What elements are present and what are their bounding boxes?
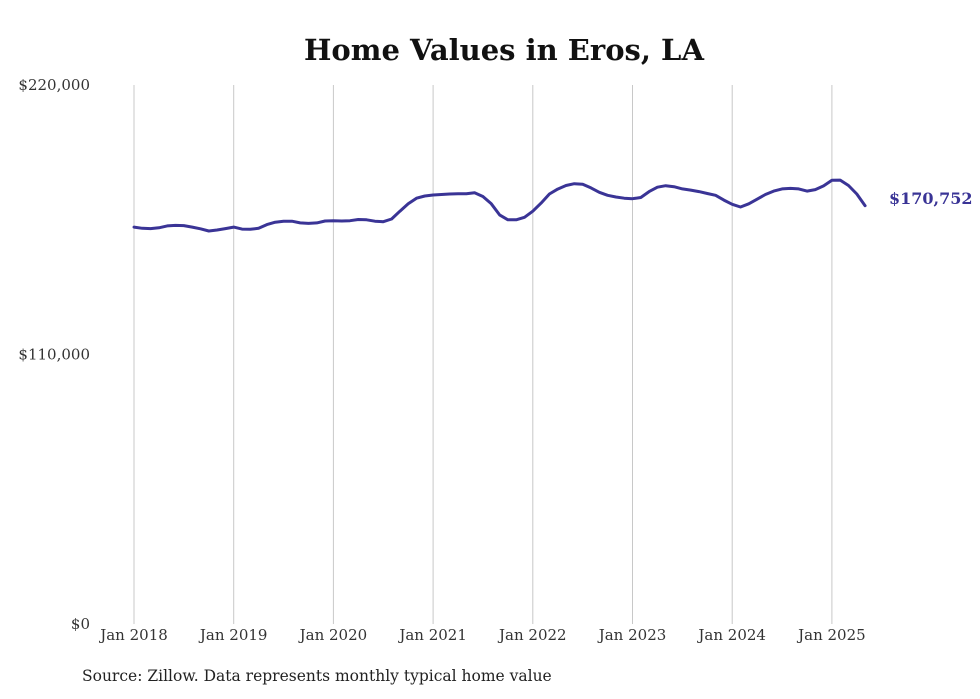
source-note: Source: Zillow. Data represents monthly …: [82, 667, 552, 685]
y-tick-label: $220,000: [18, 76, 90, 94]
chart-title: Home Values in Eros, LA: [304, 33, 704, 67]
y-axis-tick-labels: $0 $110,000 $220,000: [18, 76, 90, 633]
x-tick-label: Jan 2023: [597, 626, 667, 644]
x-tick-label: Jan 2018: [98, 626, 168, 644]
vertical-gridlines: [133, 85, 833, 624]
x-tick-label: Jan 2025: [796, 626, 866, 644]
home-value-line: [132, 178, 867, 233]
y-tick-label: $110,000: [18, 346, 90, 364]
x-tick-label: Jan 2020: [298, 626, 368, 644]
x-tick-label: Jan 2022: [497, 626, 567, 644]
latest-value-label: $170,752: [889, 189, 973, 208]
x-tick-label: Jan 2024: [696, 626, 766, 644]
x-tick-label: Jan 2021: [397, 626, 467, 644]
x-tick-label: Jan 2019: [198, 626, 268, 644]
x-axis-tick-labels: Jan 2018 Jan 2019 Jan 2020 Jan 2021 Jan 2022…: [98, 626, 865, 644]
y-tick-label: $0: [71, 615, 90, 633]
